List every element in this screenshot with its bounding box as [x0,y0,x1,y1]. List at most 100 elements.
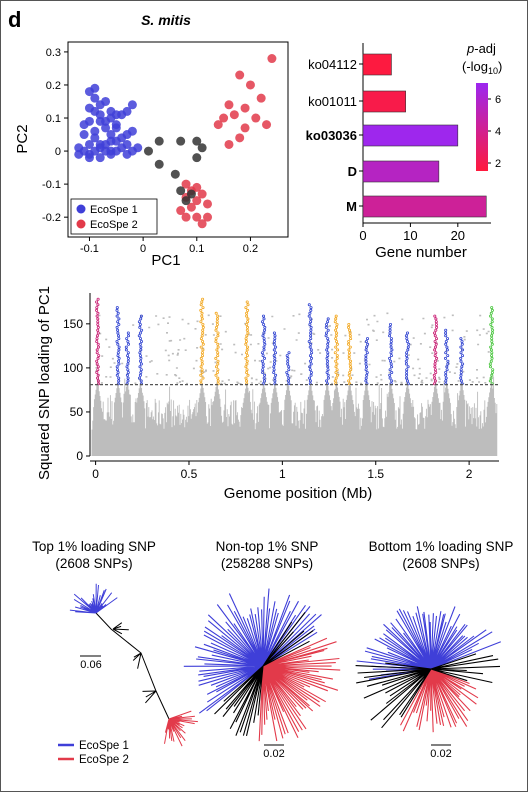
bar-category-label: ko01011 [308,94,357,109]
pca-point [181,196,191,206]
manhattan-peak-point [446,359,450,363]
tree2-subtitle: (258288 SNPs) [221,556,313,571]
manhattan-peak-point [216,331,220,335]
manhattan-peak-point [215,317,219,321]
manhattan-peak-point [138,354,142,358]
manhattan-peak-point [272,354,276,358]
tree2-nontop1pct [183,588,341,742]
manhattan-peak-point [95,348,99,352]
bar-x-tick-label: 10 [403,228,417,243]
manhattan-peak-point [433,368,437,372]
manhattan-peak-point [434,317,438,321]
tree1-top1pct [69,583,198,747]
manhattan-peak-point [405,356,409,360]
manhattan-peak [214,311,220,386]
manhattan-peak-point [139,317,143,321]
manhattan-peak-point [201,322,205,326]
manhattan-peak-point [309,362,313,366]
pca-point [90,83,100,93]
manhattan-peak-point [405,379,409,383]
bar-axes: ko04112 ko01011 ko03036 D M0 10 20 [306,57,465,243]
manhattan-peak-point [201,297,205,301]
manhattan-peak-point [325,356,329,360]
manhattan-peak-point [273,379,277,383]
manhattan-peak-point [201,325,205,329]
manhattan-peak-point [262,317,266,321]
tree-branch-group [356,606,502,680]
manhattan-peak-point [388,334,392,338]
manhattan-peak-point [245,325,249,329]
manhattan-peak-point [260,359,264,363]
manhattan-peak-point [96,328,100,332]
manhattan-peak-point [262,356,266,360]
manhattan-peak-point [433,379,437,383]
manhattan-peak-point [216,354,220,358]
manhattan-peak-point [245,322,249,326]
manhattan-x-tick-label: 1.5 [367,467,384,481]
manhattan-peak-point [434,337,438,341]
manhattan-peak-point [215,320,219,324]
pca-point [176,206,186,216]
colorbar-tick-label: 4 [495,126,501,138]
bar [362,90,406,113]
manhattan-peak-point [405,339,409,343]
manhattan-peak-point [273,382,277,386]
manhattan-peak-point [434,342,438,346]
manhattan-peak-point [115,325,119,329]
manhattan-peak [95,297,101,386]
manhattan-peak [488,306,495,386]
pca-point [197,219,207,229]
manhattan-peak-point [287,368,291,372]
manhattan-peak-point [308,345,312,349]
manhattan-peak-point [139,339,143,343]
manhattan-peak-point [364,339,368,343]
manhattan-peak-point [388,322,392,326]
manhattan-peak-point [309,356,313,360]
manhattan-peak-point [326,317,330,321]
manhattan-peak-point [117,345,121,349]
manhattan-peak-point [261,314,265,318]
manhattan-peak-point [490,320,494,324]
tree2-scale-label: 0.02 [263,748,284,760]
pca-point [235,133,245,143]
manhattan-peak-point [364,379,368,383]
manhattan-peak-point [116,351,120,355]
manhattan-peak-point [138,359,142,363]
manhattan-peak-point [117,317,121,321]
manhattan-peak-point [348,362,352,366]
colorbar-subtitle-prefix: (-log [462,59,488,74]
manhattan-peak-point [139,345,143,349]
manhattan-peak-point [96,320,100,324]
manhattan-peak-point [124,348,128,352]
manhattan-peak-point [460,348,464,352]
manhattan-peak-point [95,306,99,310]
manhattan-peak-point [199,337,203,341]
manhattan-peak-point [274,345,278,349]
manhattan-peak-point [326,354,330,358]
manhattan-peak-point [214,337,218,341]
manhattan-peak-point [287,365,291,369]
manhattan-peak-point [364,376,368,380]
manhattan-peak-point [326,376,330,380]
manhattan-peak-point [96,365,100,369]
manhattan-peak-point [245,311,249,315]
pca-point [224,139,234,149]
pca-point [203,212,213,222]
manhattan-peak-point [199,373,203,377]
bar-category-label: M [346,199,357,214]
manhattan-peak-point [334,325,338,329]
pca-point [181,179,191,189]
manhattan-peak-point [244,351,248,355]
manhattan-peak-point [335,331,339,335]
pca-x-tick-label: 0.2 [243,243,258,255]
manhattan-peak-point [199,303,203,307]
manhattan-peak-point [349,368,353,372]
manhattan-peak-point [139,314,143,318]
manhattan-peak-point [245,328,249,332]
manhattan-peak-point [433,348,437,352]
pca-point [95,110,105,120]
colorbar-title-rest: -adj [474,41,496,56]
manhattan-peak-point [199,320,203,324]
manhattan-peak-point [389,354,393,358]
tree-branch-group [69,583,118,614]
